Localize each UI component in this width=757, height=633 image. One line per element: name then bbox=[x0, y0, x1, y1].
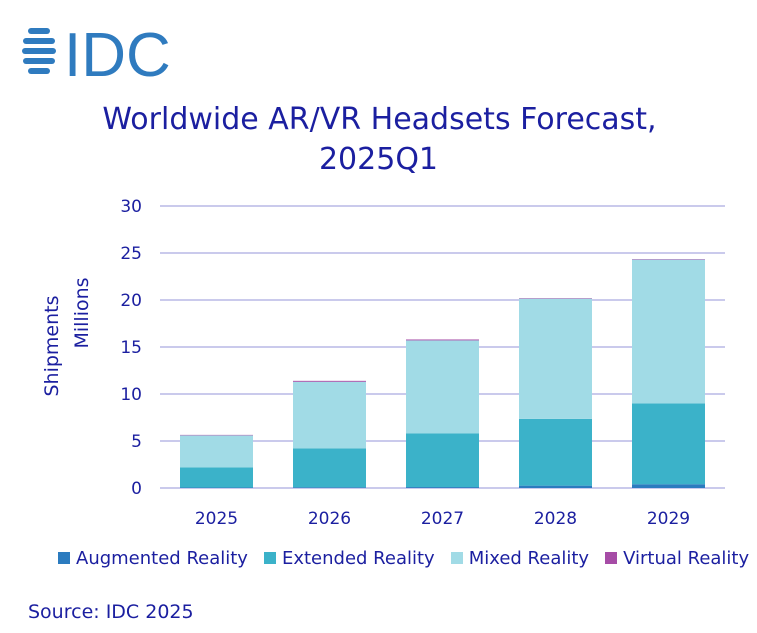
x-tick-label: 2029 bbox=[647, 509, 690, 529]
x-tick-label: 2025 bbox=[195, 509, 238, 529]
legend-swatch bbox=[263, 552, 276, 564]
legend-label: Mixed Reality bbox=[468, 547, 590, 569]
y-axis-label-millions: Millions bbox=[71, 277, 93, 348]
y-tick-label: 5 bbox=[131, 432, 142, 452]
y-tick-label: 25 bbox=[120, 244, 142, 264]
bar-segment-extended-reality bbox=[180, 467, 253, 488]
bar-segment-mixed-reality bbox=[406, 340, 479, 434]
x-tick-label: 2027 bbox=[421, 509, 464, 529]
legend-label: Augmented Reality bbox=[76, 547, 248, 569]
chart-title: Worldwide AR/VR Headsets Forecast, bbox=[102, 102, 657, 137]
bar-segment-augmented-reality bbox=[632, 484, 705, 488]
y-tick-label: 0 bbox=[131, 479, 142, 499]
y-tick-label: 30 bbox=[120, 197, 142, 217]
bar-segment-extended-reality bbox=[519, 418, 592, 486]
legend-item: Virtual Reality bbox=[605, 548, 749, 569]
bar-segment-virtual-reality bbox=[406, 339, 479, 341]
bar-segment-mixed-reality bbox=[519, 298, 592, 419]
x-tick-label: 2026 bbox=[308, 509, 351, 529]
bar-segment-mixed-reality bbox=[632, 259, 705, 404]
y-tick-label: 15 bbox=[120, 338, 142, 358]
legend-item: Augmented Reality bbox=[58, 548, 248, 569]
bar-segment-extended-reality bbox=[632, 403, 705, 485]
legend-item: Extended Reality bbox=[263, 547, 435, 569]
bar-segment-extended-reality bbox=[293, 448, 366, 488]
source-note: Source: IDC 2025 bbox=[28, 601, 194, 623]
bar-segment-mixed-reality bbox=[293, 381, 366, 449]
legend-swatch bbox=[450, 552, 463, 564]
bar-segment-extended-reality bbox=[406, 433, 479, 488]
bar-segment-augmented-reality bbox=[293, 487, 366, 488]
idc-logo: IDC bbox=[22, 22, 171, 82]
x-tick-label: 2028 bbox=[534, 509, 577, 529]
bar-segment-virtual-reality bbox=[293, 380, 366, 382]
logo-text: IDC bbox=[64, 22, 171, 82]
legend-swatch bbox=[58, 552, 70, 564]
chart-title-block: Worldwide AR/VR Headsets Forecast, 2025Q… bbox=[0, 100, 757, 180]
chart-subtitle: 2025Q1 bbox=[318, 142, 439, 177]
legend: Augmented Reality Extended Reality Mixed R… bbox=[58, 546, 749, 570]
legend-label: Virtual Reality bbox=[623, 547, 750, 569]
legend-swatch bbox=[605, 552, 618, 564]
legend-label: Extended Reality bbox=[281, 547, 435, 569]
y-axis-label-shipments: Shipments bbox=[41, 295, 63, 396]
legend-item: Mixed Reality bbox=[450, 547, 590, 569]
bar-segment-mixed-reality bbox=[180, 435, 253, 468]
y-tick-label: 10 bbox=[120, 385, 142, 405]
y-tick-label: 20 bbox=[120, 291, 142, 311]
bar-segment-augmented-reality bbox=[519, 485, 592, 488]
bar-segment-augmented-reality bbox=[406, 487, 479, 488]
